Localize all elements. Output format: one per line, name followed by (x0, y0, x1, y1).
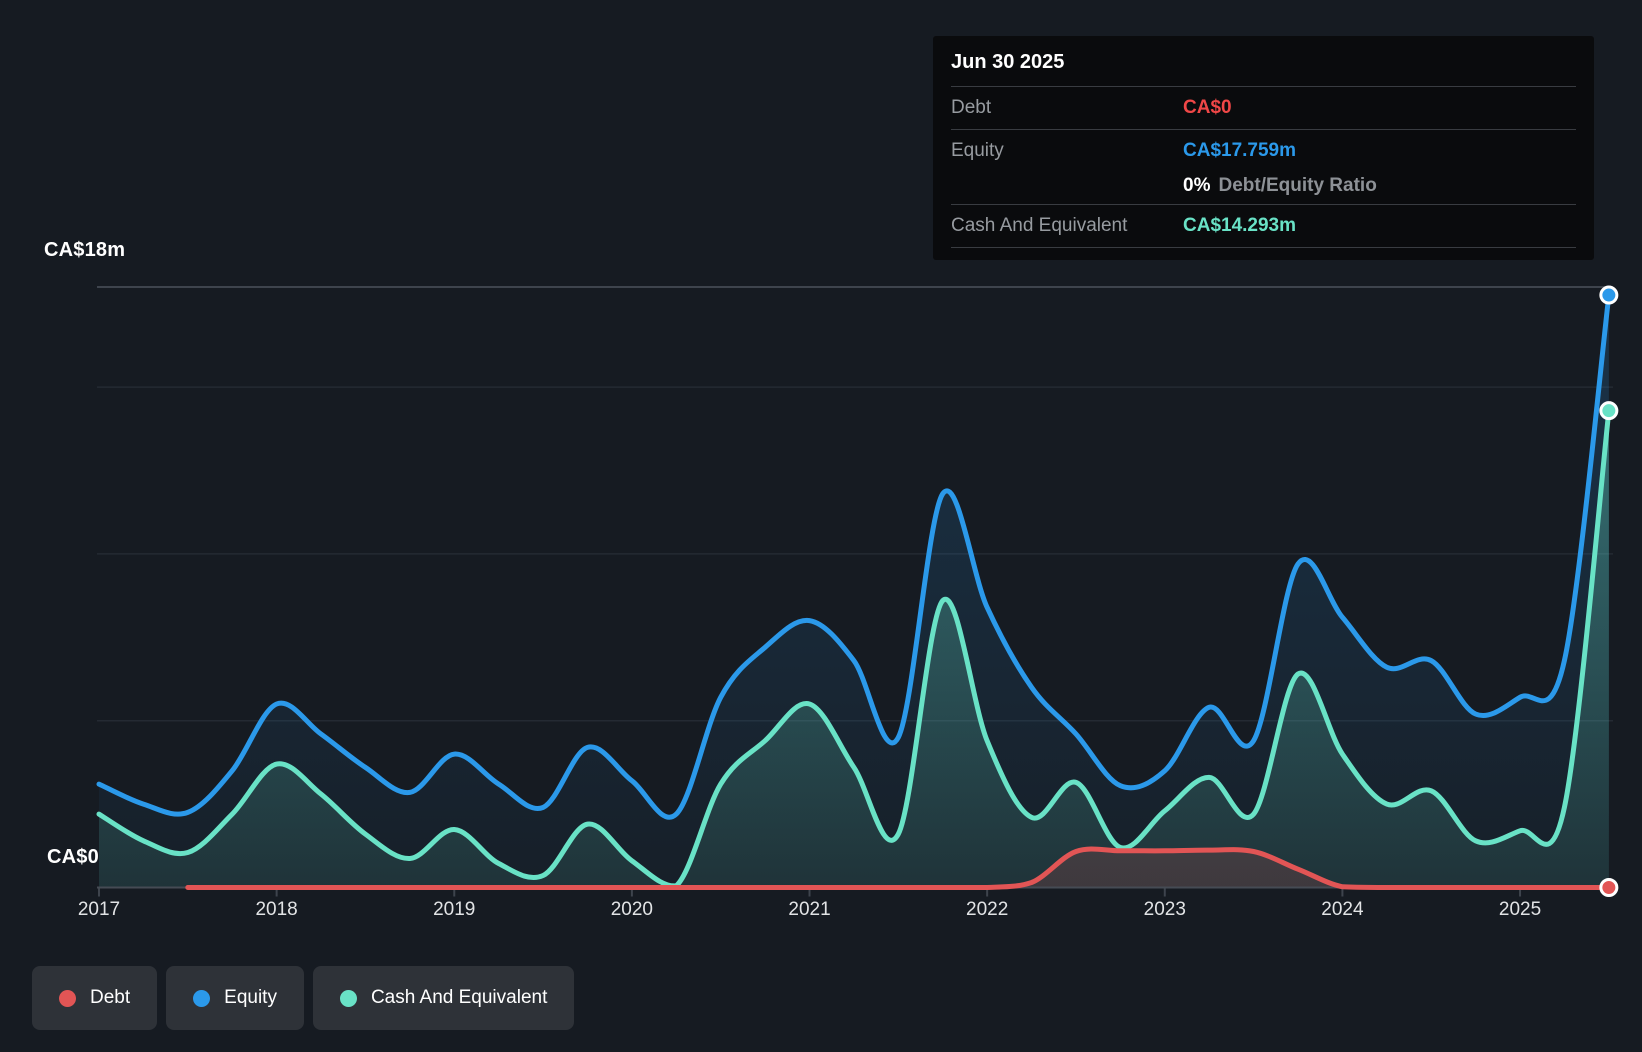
tooltip-date: Jun 30 2025 (951, 51, 1065, 73)
x-axis-label-2020: 2020 (610, 899, 654, 920)
tooltip-row-cash: Cash And Equivalent CA$14.293m (951, 204, 1576, 248)
tooltip-cash-label: Cash And Equivalent (951, 215, 1128, 236)
legend-debt-label: Debt (90, 987, 131, 1008)
y-axis-max-label: CA$18m (44, 239, 126, 261)
debt-line (185, 846, 1612, 890)
debt-dot-icon (59, 989, 76, 1007)
chart-legend: Debt Equity Cash And Equivalent (32, 966, 575, 1030)
tooltip-ratio-label: Debt/Equity Ratio (1218, 175, 1377, 196)
legend-item-equity[interactable]: Equity (166, 966, 304, 1030)
chart-tooltip: Jun 30 2025 Debt CA$0 Equity CA$17.759m … (933, 36, 1594, 260)
legend-equity-label: Equity (224, 987, 277, 1008)
debt-area (187, 848, 1609, 888)
tooltip-equity-label: Equity (951, 140, 1004, 161)
tooltip-equity-value: CA$17.759m (1183, 140, 1297, 161)
x-axis-label-2023: 2023 (1143, 899, 1186, 920)
equity-dot-icon (193, 989, 211, 1007)
equity-area (99, 295, 1609, 888)
x-axis-label-2022: 2022 (966, 899, 1009, 920)
tooltip-ratio-value: 0% (1183, 175, 1211, 196)
cash-dot-icon (339, 989, 357, 1007)
cash-and-equivalent-line (96, 408, 1612, 889)
x-axis-label-2019: 2019 (433, 899, 476, 920)
y-axis-zero-label: CA$0 (47, 846, 99, 868)
tooltip-row-ratio: 0% Debt/Equity Ratio (951, 168, 1576, 204)
tooltip-cash-value: CA$14.293m (1183, 215, 1297, 236)
tooltip-row-equity: Equity CA$17.759m (951, 129, 1576, 172)
cash-and-equivalent-area (99, 410, 1609, 888)
x-axis-label-2025: 2025 (1498, 899, 1542, 920)
equity-end-marker[interactable] (1599, 285, 1619, 305)
x-axis-label-2021: 2021 (788, 899, 831, 920)
tooltip-debt-value: CA$0 (1183, 97, 1232, 118)
x-axis-label-2017: 2017 (77, 899, 121, 920)
tooltip-row-debt: Debt CA$0 (951, 86, 1576, 129)
cash-and-equivalent-end-marker[interactable] (1599, 401, 1619, 421)
x-axis-label-2018: 2018 (255, 899, 298, 920)
equity-line (96, 292, 1612, 820)
legend-item-cash[interactable]: Cash And Equivalent (312, 966, 575, 1030)
x-axis-label-2024: 2024 (1321, 899, 1364, 920)
debt-end-marker[interactable] (1599, 878, 1619, 897)
tooltip-debt-label: Debt (951, 97, 992, 118)
legend-cash-label: Cash And Equivalent (370, 987, 548, 1008)
legend-item-debt[interactable]: Debt (32, 966, 158, 1030)
